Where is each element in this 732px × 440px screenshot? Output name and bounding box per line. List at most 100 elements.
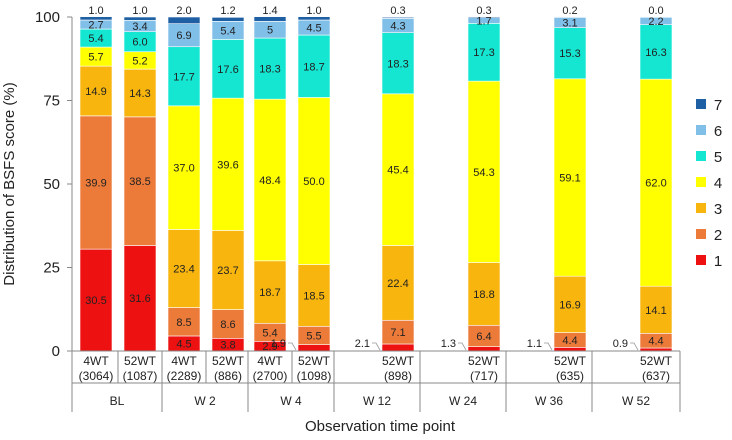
bar-segment-7: [381, 17, 415, 19]
bar-segment-2: [167, 307, 201, 337]
bar-segment-7: [167, 16, 201, 24]
label-leader-line: [288, 342, 297, 351]
bar-value-labels: 30.539.914.95.75.42.71.031.638.514.35.26…: [85, 5, 666, 353]
value-label: 6.9: [176, 30, 191, 42]
x-axis: 4WT(3064)52WT(1087)4WT(2289)52WT(886)4WT…: [71, 350, 681, 412]
value-label: 31.6: [129, 293, 150, 305]
value-label: 5.7: [88, 52, 103, 64]
legend-label: 4: [714, 175, 722, 192]
value-label: 5.4: [262, 327, 277, 339]
bar-segment-7: [297, 16, 331, 21]
value-label: 18.3: [259, 64, 280, 76]
legend-label: 5: [714, 149, 722, 166]
y-axis: 0 25 50 75 100: [35, 9, 73, 360]
value-label: 1.3: [441, 338, 456, 350]
value-label: 0.3: [390, 5, 405, 17]
bar-segment-5: [297, 34, 331, 98]
legend: 7 6 5 4 3 2 1: [696, 97, 722, 270]
group-label: W 24: [449, 394, 477, 408]
value-label: 22.4: [387, 278, 408, 290]
bar-segment-1: [553, 347, 587, 352]
group-label: W 2: [194, 394, 216, 408]
y-tick-label: 25: [43, 260, 60, 277]
bar-count-label: (1087): [123, 369, 158, 383]
legend-label: 1: [714, 253, 722, 270]
value-label: 23.4: [173, 264, 194, 276]
value-label: 37.0: [173, 163, 194, 175]
group-label: W 12: [363, 394, 391, 408]
value-label: 45.4: [387, 165, 408, 177]
bar-segment-5: [253, 37, 287, 100]
value-label: 17.6: [217, 64, 238, 76]
group-label: W 36: [535, 394, 563, 408]
bar-segment-1: [381, 343, 415, 352]
legend-label: 2: [714, 227, 722, 244]
value-label: 18.7: [259, 287, 280, 299]
bar-segment-1: [467, 346, 501, 352]
value-label: 1.7: [476, 16, 491, 28]
bar-segment-3: [639, 285, 673, 334]
value-label: 1.1: [527, 338, 542, 350]
value-label: 4.5: [306, 23, 321, 35]
value-label: 4.4: [648, 336, 663, 348]
value-label: 4.5: [176, 338, 191, 350]
bar-count-label: (3064): [79, 369, 114, 383]
value-label: 5.4: [220, 25, 235, 37]
value-label: 15.3: [559, 48, 580, 60]
bar-segment-5: [167, 46, 201, 107]
value-label: 39.6: [217, 159, 238, 171]
value-label: 6.0: [132, 37, 147, 49]
bar-segment-5: [639, 24, 673, 80]
bar-category-label: 52WT: [298, 354, 331, 368]
bar-category-label: 4WT: [171, 354, 197, 368]
value-label: 14.3: [129, 88, 150, 100]
value-label: 4.3: [390, 21, 405, 33]
bar-segment-4: [467, 80, 501, 263]
bar-segment-6: [639, 17, 673, 25]
legend-swatch-5: [696, 151, 706, 161]
value-label: 8.5: [176, 317, 191, 329]
value-label: 54.3: [473, 167, 494, 179]
label-leader-line: [372, 342, 381, 351]
bar-segment-3: [467, 262, 501, 326]
bar-category-label: 52WT: [640, 354, 673, 368]
value-label: 5.4: [88, 33, 103, 45]
bar-count-label: (898): [384, 369, 412, 383]
value-label: 7.1: [390, 327, 405, 339]
bar-segment-4: [553, 78, 587, 277]
value-label: 16.9: [559, 299, 580, 311]
legend-label: 7: [714, 97, 722, 114]
bar-segment-2: [79, 115, 113, 250]
bar-category-label: 52WT: [382, 354, 415, 368]
value-label: 1.9: [271, 338, 286, 350]
bar-category-label: 52WT: [554, 354, 587, 368]
bar-count-label: (1098): [297, 369, 332, 383]
value-label: 17.7: [173, 71, 194, 83]
label-leader-line: [630, 342, 639, 351]
bar-count-label: (2700): [253, 369, 288, 383]
value-label: 6.4: [476, 331, 491, 343]
value-label: 62.0: [645, 178, 666, 190]
value-label: 1.2: [220, 5, 235, 17]
y-tick-label: 0: [52, 343, 60, 360]
y-tick-label: 75: [43, 93, 60, 110]
bar-count-label: (2289): [167, 369, 202, 383]
value-label: 16.3: [645, 47, 666, 59]
bar-segment-5: [553, 27, 587, 80]
value-label: 2.2: [648, 16, 663, 28]
y-tick-label: 100: [35, 9, 60, 26]
bar-category-label: 4WT: [257, 354, 283, 368]
label-leader-line: [458, 342, 467, 351]
legend-swatch-1: [696, 255, 706, 265]
legend-swatch-6: [696, 125, 706, 135]
value-label: 39.9: [85, 177, 106, 189]
value-label: 1.4: [262, 5, 277, 17]
value-label: 1.0: [132, 5, 147, 17]
value-label: 3.1: [562, 18, 577, 30]
bar-segment-7: [553, 16, 587, 18]
value-label: 3.8: [220, 340, 235, 352]
value-label: 2.1: [355, 338, 370, 350]
y-tick-label: 50: [43, 176, 60, 193]
value-label: 5.2: [132, 55, 147, 67]
value-label: 30.5: [85, 295, 106, 307]
